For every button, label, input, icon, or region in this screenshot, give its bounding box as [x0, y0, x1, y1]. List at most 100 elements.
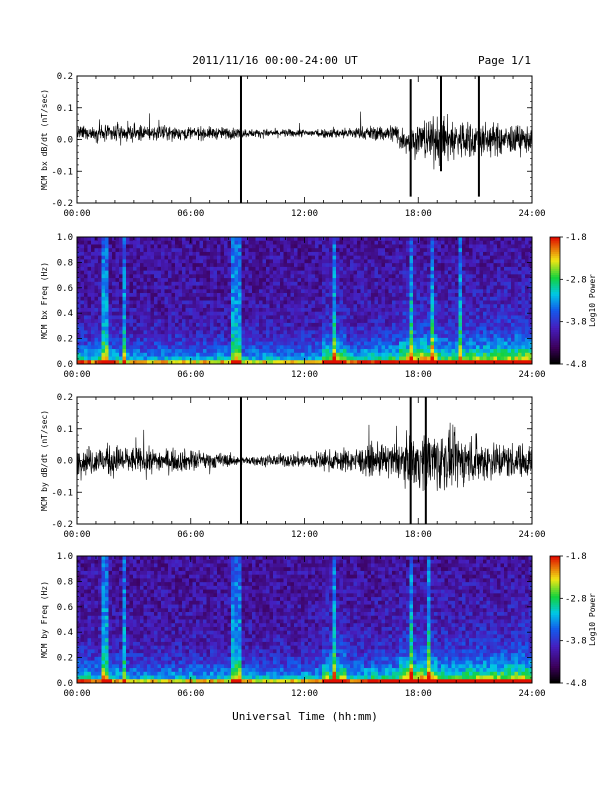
spectrogram-cell: [441, 270, 445, 275]
spectrogram-cell: [357, 330, 361, 335]
spectrogram-cell: [444, 315, 449, 320]
spectrogram-cell: [161, 270, 165, 275]
spectrogram-cell: [406, 360, 410, 365]
spectrogram-cell: [462, 356, 466, 361]
spectrogram-cell: [119, 289, 123, 294]
spectrogram-cell: [224, 349, 228, 354]
spectrogram-cell: [115, 274, 120, 279]
spectrogram-cell: [308, 289, 312, 294]
spectrogram-cell: [115, 263, 120, 268]
spectrogram-cell: [511, 248, 515, 253]
spectrogram-cell: [413, 266, 417, 272]
spectrogram-cell: [276, 315, 281, 320]
spectrogram-cell: [521, 281, 526, 286]
spectrogram-cell: [101, 270, 106, 275]
spectrogram-cell: [80, 634, 85, 639]
spectrogram-cell: [199, 326, 204, 331]
spectrogram-cell: [140, 307, 144, 313]
spectrogram-cell: [255, 311, 260, 316]
spectrogram-cell: [455, 304, 459, 309]
spectrogram-cell: [392, 300, 396, 305]
spectrogram-cell: [388, 326, 393, 331]
spectrogram-cell: [164, 259, 169, 264]
spectrogram-cell: [185, 255, 190, 260]
spectrogram-cell: [182, 278, 186, 283]
spectrogram-cell: [192, 319, 197, 324]
colorbar-segment: [550, 275, 560, 278]
spectrogram-cell: [255, 296, 260, 301]
spectrogram-cell: [360, 337, 365, 342]
spectrogram-cell: [154, 315, 158, 320]
spectrogram-cell: [87, 567, 92, 572]
spectrogram-cell: [283, 349, 288, 354]
spectrogram-cell: [353, 322, 358, 328]
spectrogram-cell: [518, 304, 522, 309]
spectrogram-cell: [378, 304, 382, 309]
colorbar-segment: [550, 304, 560, 308]
spectrogram-cell: [157, 300, 162, 305]
spectrogram-cell: [189, 345, 193, 350]
spectrogram-cell: [507, 319, 512, 324]
spectrogram-cell: [196, 274, 200, 279]
spectrogram-cell: [87, 638, 92, 643]
spectrogram-cell: [140, 360, 144, 365]
spectrogram-cell: [311, 311, 316, 316]
spectrogram-cell: [437, 296, 442, 301]
spectrogram-cell: [479, 326, 484, 331]
spectrogram-cell: [525, 259, 529, 264]
spectrogram-cell: [308, 270, 312, 275]
spectrogram-cell: [143, 296, 148, 301]
spectrogram-cell: [196, 278, 200, 283]
spectrogram-cell: [231, 266, 235, 272]
spectrogram-cell: [462, 304, 466, 309]
spectrogram-cell: [287, 274, 291, 279]
spectrogram-cell: [108, 330, 113, 335]
spectrogram-cell: [448, 300, 452, 305]
spectrogram-cell: [276, 274, 281, 279]
spectrogram-cell: [451, 293, 456, 298]
spectrogram-cell: [283, 274, 288, 279]
spectrogram-cell: [189, 259, 193, 264]
spectrogram-cell: [350, 326, 354, 331]
spectrogram-cell: [119, 307, 123, 313]
spectrogram-cell: [87, 311, 92, 316]
spectrogram-cell: [119, 251, 123, 257]
spectrogram-cell: [87, 352, 92, 357]
colorbar-segment: [550, 328, 560, 331]
spectrogram-cell: [402, 311, 407, 316]
spectrogram-cell: [465, 289, 470, 294]
spectrogram-cell: [430, 300, 435, 305]
spectrogram-cell: [231, 237, 235, 242]
spectrogram-cell: [238, 296, 242, 301]
spectrogram-cell: [136, 274, 141, 279]
spectrogram-cell: [346, 311, 351, 316]
spectrogram-cell: [206, 278, 211, 283]
spectrogram-cell: [136, 315, 141, 320]
spectrogram-cell: [402, 356, 407, 361]
spectrogram-cell: [224, 319, 228, 324]
spectrogram-cell: [455, 334, 459, 339]
spectrogram-cell: [192, 293, 197, 298]
spectrogram-cell: [252, 270, 256, 275]
spectrogram-cell: [80, 649, 85, 654]
spectrogram-cell: [147, 337, 151, 342]
spectrogram-cell: [105, 263, 109, 268]
spectrogram-cell: [332, 349, 337, 354]
spectrogram-cell: [217, 360, 221, 365]
spectrogram-cell: [171, 296, 176, 301]
spectrogram-cell: [206, 248, 211, 253]
spectrogram-cell: [122, 240, 127, 245]
spectrogram-cell: [343, 240, 347, 245]
spectrogram-cell: [413, 293, 417, 298]
spectrogram-cell: [483, 315, 487, 320]
spectrogram-cell: [189, 251, 193, 257]
spectrogram-cell: [402, 278, 407, 283]
spectrogram-cell: [476, 259, 480, 264]
spectrogram-cell: [423, 352, 428, 357]
spectrogram-cell: [371, 259, 375, 264]
spectrogram-cell: [507, 237, 512, 242]
spectrogram-cell: [161, 240, 165, 245]
spectrogram-cell: [339, 259, 344, 264]
spectrogram-cell: [189, 248, 193, 253]
spectrogram-cell: [430, 251, 435, 257]
